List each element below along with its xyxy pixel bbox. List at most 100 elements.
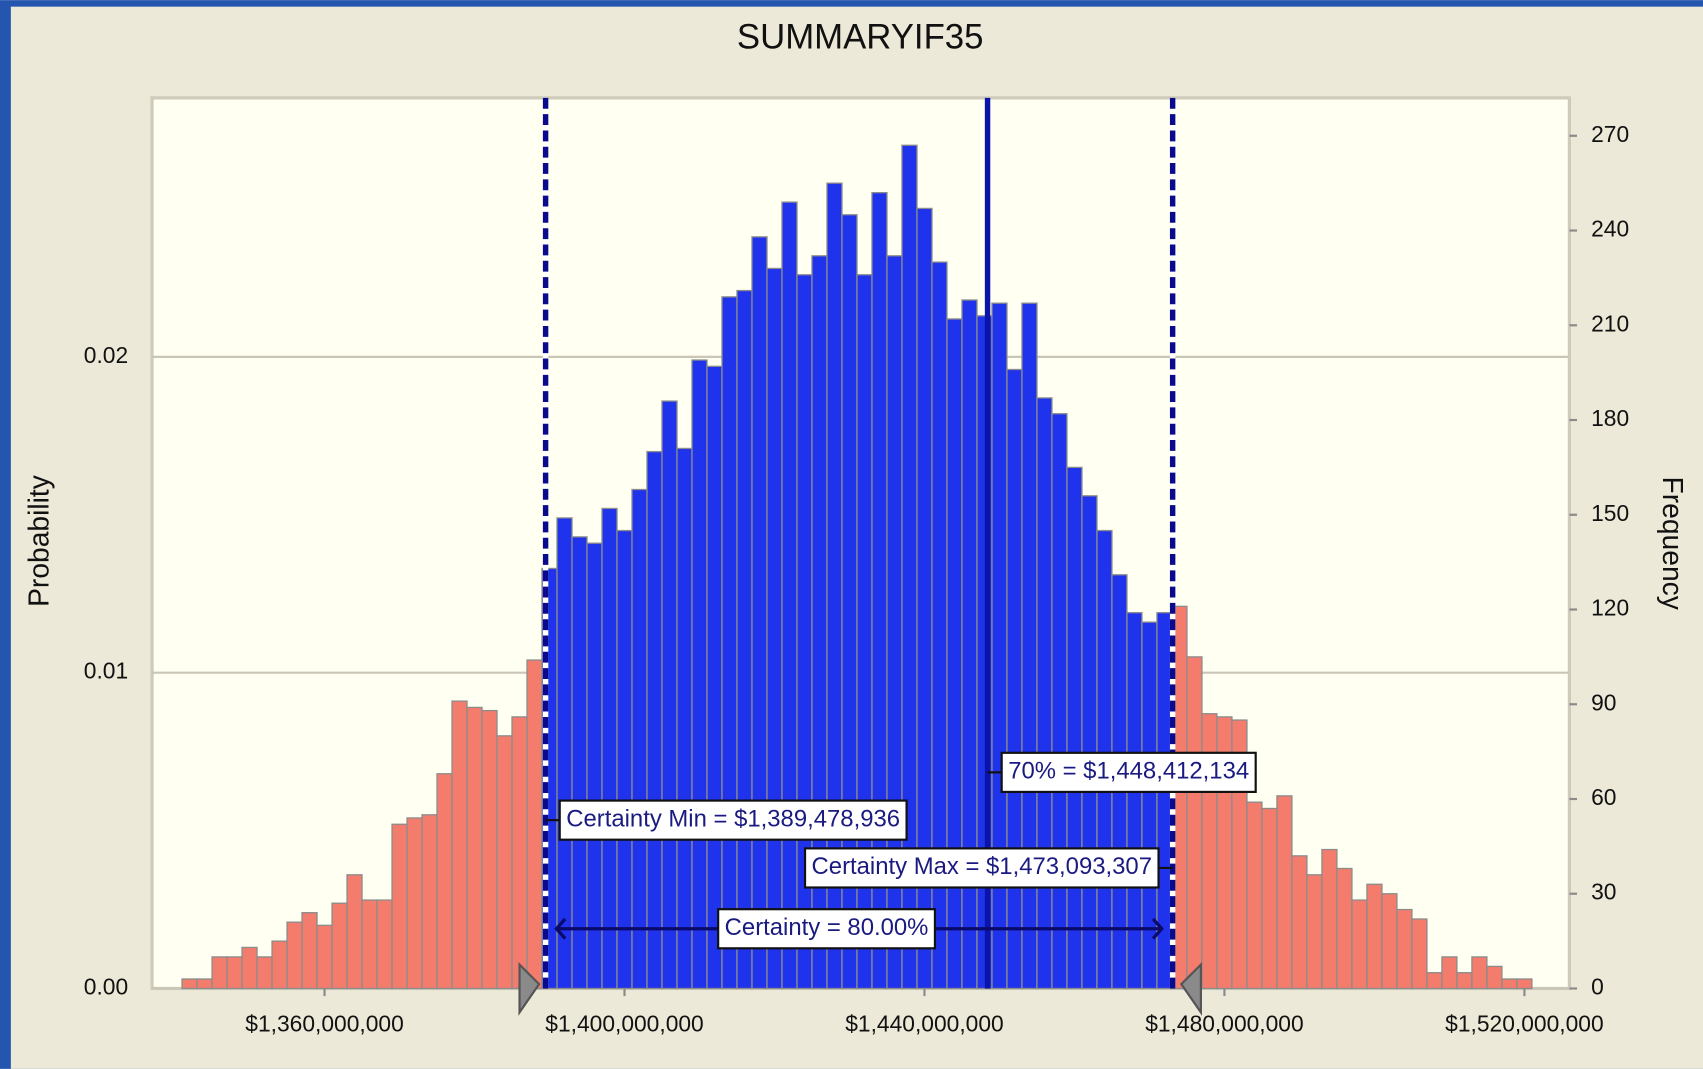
bar — [1261, 807, 1278, 990]
y2-tick-label: 180 — [1591, 405, 1629, 431]
arrow-head — [554, 917, 567, 940]
bar — [241, 946, 258, 990]
bar — [1486, 965, 1503, 990]
bar — [736, 289, 753, 990]
y2-tick-label: 120 — [1591, 595, 1629, 621]
bar — [721, 296, 738, 990]
y2-axis-label: Frequency — [1657, 477, 1689, 611]
bar — [1321, 848, 1338, 990]
y2-tick-label: 90 — [1591, 689, 1616, 715]
bar — [1471, 956, 1488, 990]
bar — [1066, 466, 1083, 990]
bar — [211, 956, 228, 990]
bar — [1411, 918, 1428, 990]
bar — [751, 236, 768, 990]
x-tick-label: $1,400,000,000 — [545, 1010, 703, 1036]
certainty-max-label-box — [803, 847, 1160, 889]
bar — [1276, 795, 1293, 990]
certainty-label-box — [717, 908, 937, 950]
bar — [1036, 397, 1053, 990]
bar — [286, 921, 303, 990]
bar — [391, 823, 408, 990]
bar — [526, 659, 543, 990]
bar — [496, 735, 513, 990]
y2-tick-label: 60 — [1591, 784, 1616, 810]
bar — [1051, 413, 1068, 990]
bar — [451, 700, 468, 990]
bar — [346, 874, 363, 990]
bar — [331, 902, 348, 990]
bar — [556, 517, 573, 990]
y2-tick-label: 0 — [1591, 974, 1604, 1000]
bar — [1426, 972, 1443, 990]
bar — [421, 814, 438, 990]
grabber — [518, 961, 541, 1016]
bar — [466, 706, 483, 990]
bar — [1366, 883, 1383, 990]
bar — [256, 956, 273, 990]
bar — [766, 267, 783, 990]
bar — [376, 899, 393, 990]
bar — [1396, 908, 1413, 990]
bar — [706, 365, 723, 990]
bar — [301, 912, 318, 990]
bar — [631, 488, 648, 990]
arrow-head — [1151, 917, 1164, 940]
y2-tick-label: 150 — [1591, 500, 1629, 526]
certainty-max-label: Certainty Max = $1,473,093,307 — [812, 853, 1152, 880]
certainty-label: Certainty = 80.00% — [725, 914, 929, 941]
bar — [511, 716, 528, 990]
bar — [1336, 867, 1353, 990]
bar — [661, 400, 678, 990]
bar — [1186, 656, 1203, 990]
bar — [676, 447, 693, 990]
bar — [601, 507, 618, 990]
bar — [616, 529, 633, 990]
y-tick-label: 0.01 — [84, 658, 128, 684]
bar — [1501, 978, 1518, 990]
grabber — [1179, 961, 1202, 1016]
chart-title: SUMMARYIF35 — [737, 18, 984, 56]
bar — [1456, 972, 1473, 990]
bar — [316, 924, 333, 990]
y-tick-label: 0.02 — [84, 342, 128, 368]
percentile-label-box — [1000, 751, 1257, 793]
bar — [481, 709, 498, 990]
bar — [691, 359, 708, 990]
bar — [1141, 621, 1158, 990]
bar — [1126, 612, 1143, 990]
bar — [1081, 495, 1098, 990]
bar — [1441, 956, 1458, 990]
y2-tick-label: 30 — [1591, 879, 1616, 905]
certainty-min-label: Certainty Min = $1,389,478,936 — [566, 805, 900, 832]
bar — [226, 956, 243, 990]
x-tick-label: $1,440,000,000 — [845, 1010, 1003, 1036]
y-axis-label: Probability — [23, 474, 55, 607]
bar — [271, 940, 288, 990]
y2-tick-label: 240 — [1591, 216, 1629, 242]
y2-tick-label: 270 — [1591, 121, 1629, 147]
bar — [1516, 978, 1533, 990]
x-tick-label: $1,360,000,000 — [245, 1010, 403, 1036]
x-tick-label: $1,520,000,000 — [1445, 1010, 1603, 1036]
bar — [1246, 801, 1263, 990]
x-tick-label: $1,480,000,000 — [1145, 1010, 1303, 1036]
certainty-min-label-box — [558, 799, 908, 841]
percentile-label: 70% = $1,448,412,134 — [1008, 758, 1249, 785]
bar — [1351, 899, 1368, 990]
bar — [181, 978, 198, 990]
y2-tick-label: 210 — [1591, 310, 1629, 336]
bar — [1006, 368, 1023, 990]
bar — [1381, 893, 1398, 990]
bar — [781, 201, 798, 990]
bar — [196, 978, 213, 990]
bar — [571, 536, 588, 990]
bar — [1306, 874, 1323, 990]
bar — [361, 899, 378, 990]
bar — [406, 817, 423, 990]
y-tick-label: 0.00 — [84, 974, 128, 1000]
bar — [1291, 855, 1308, 990]
bar — [646, 450, 663, 990]
